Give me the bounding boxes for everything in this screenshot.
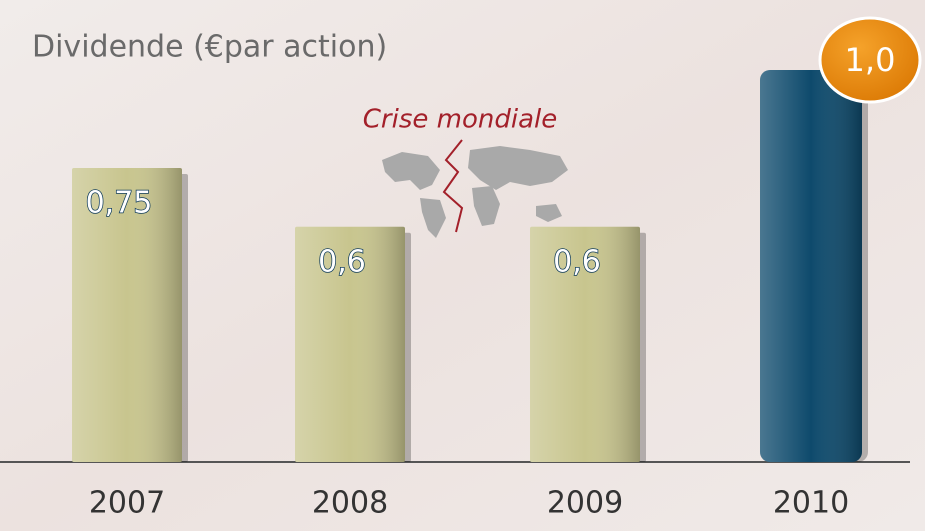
x-tick-label: 2009 [547, 486, 623, 521]
x-tick-label: 2007 [89, 486, 165, 521]
value-badge [818, 16, 922, 104]
value-label: 1,0 [845, 41, 896, 79]
bar-shade [295, 226, 405, 462]
chart-title: Dividende (€par action) [32, 30, 387, 65]
bar-shade [530, 226, 640, 462]
world-map [382, 146, 568, 238]
annotation: Crise mondiale [363, 105, 557, 135]
value-label: 0,6 [553, 244, 601, 279]
x-tick-label: 2010 [773, 486, 849, 521]
crisis-line [442, 139, 464, 233]
bar-shade [72, 168, 182, 462]
value-label: 0,6 [318, 244, 366, 279]
x-tick-label: 2008 [312, 486, 388, 521]
value-label: 0,75 [86, 186, 153, 221]
bar-shade [760, 70, 862, 462]
